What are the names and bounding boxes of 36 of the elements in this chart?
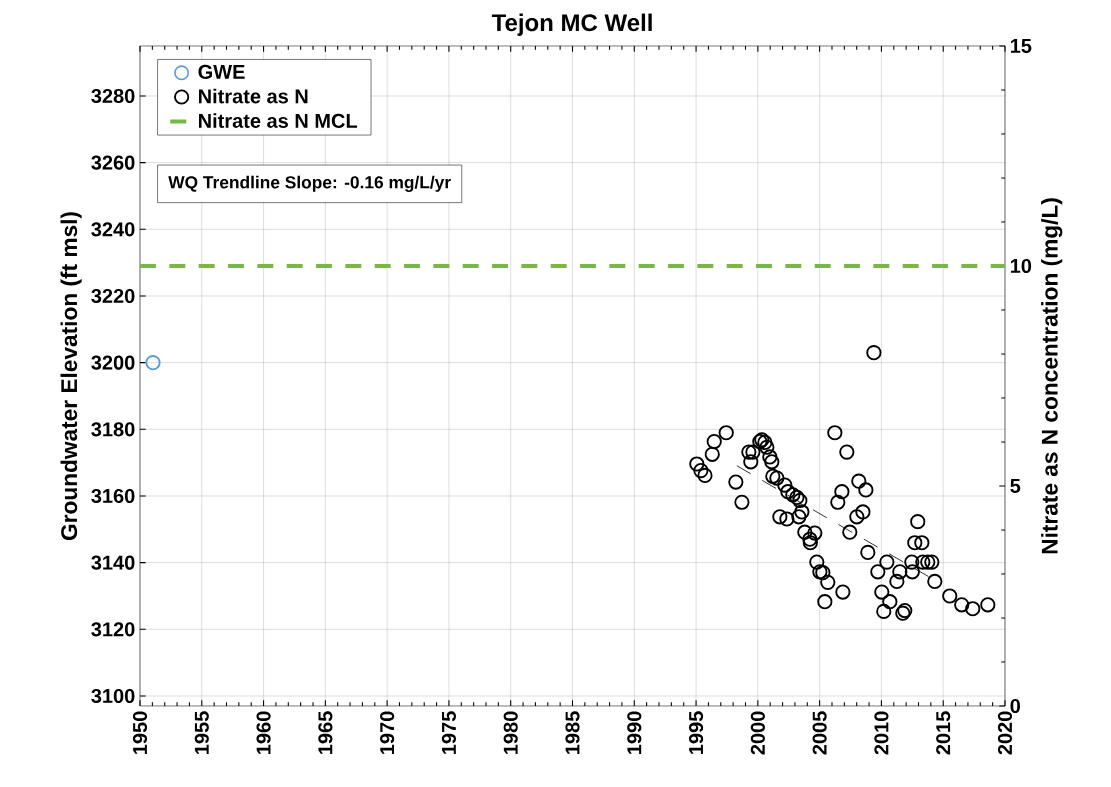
- y2-tick-label: 10: [1010, 258, 1032, 274]
- x-tick-label: 1955: [194, 711, 209, 754]
- y-tick-label: 3260: [91, 155, 135, 170]
- y-tick-label: 3100: [91, 688, 135, 704]
- y-tick-label: 3160: [91, 488, 135, 504]
- y-tick-label: 3120: [91, 622, 135, 637]
- y2-axis-title: Nitrate as N concentration (mg/L): [1041, 198, 1063, 554]
- x-tick-label: 2010: [874, 711, 889, 755]
- y-axis-title: Groundwater Elevation (ft msl): [60, 212, 82, 541]
- x-tick-label: 1980: [503, 711, 518, 754]
- y-tick-label: 3200: [91, 355, 135, 370]
- x-tick-label: 2000: [750, 711, 765, 755]
- legend-label: Nitrate as N MCL: [199, 113, 358, 128]
- y2-tick-label: 5: [1010, 479, 1021, 493]
- y-tick-label: 3220: [91, 288, 135, 304]
- legend-label: Nitrate as N: [199, 88, 308, 104]
- y-tick-label: 3280: [91, 88, 135, 104]
- x-tick-label: 2015: [936, 711, 951, 755]
- x-tick-label: 1995: [688, 711, 704, 754]
- y-tick-label: 3240: [91, 222, 135, 237]
- x-tick-label: 1950: [132, 711, 148, 754]
- y2-tick-label: 0: [1010, 698, 1020, 714]
- x-tick-label: 1975: [441, 711, 456, 754]
- x-tick-label: 1985: [565, 711, 580, 754]
- y2-tick-label: 15: [1010, 39, 1032, 53]
- legend-label: GWE: [198, 64, 245, 79]
- annotation: WQ Trendline Slope: -0.16 mg/L/yr: [168, 175, 451, 192]
- x-tick-label: 1970: [380, 711, 395, 754]
- x-tick-label: 2020: [997, 711, 1013, 755]
- x-tick-label: 1965: [318, 711, 333, 754]
- y-tick-label: 3140: [91, 555, 135, 570]
- x-tick-label: 2005: [812, 711, 827, 755]
- chart-title: Tejon MC Well: [491, 13, 652, 36]
- x-tick-label: 1990: [627, 711, 642, 754]
- x-tick-label: 1960: [256, 711, 271, 754]
- y-tick-label: 3180: [91, 422, 135, 437]
